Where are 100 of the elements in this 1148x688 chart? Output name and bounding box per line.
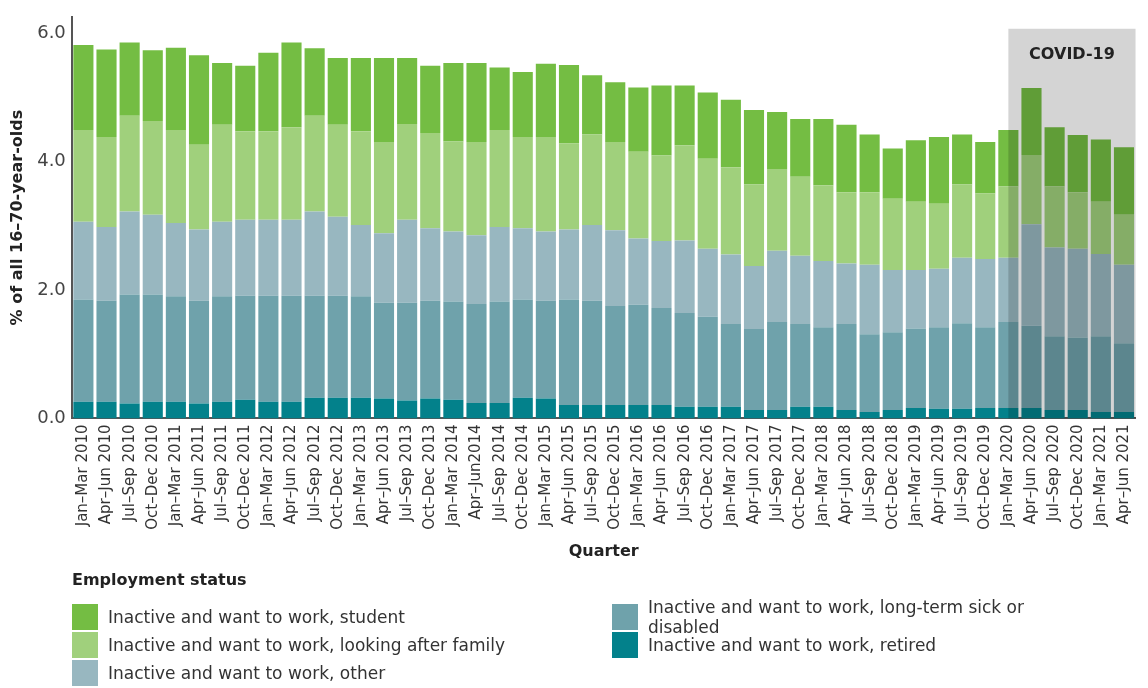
bar — [188, 144, 210, 230]
x-tick-label: Oct–Dec 2017 — [790, 424, 809, 530]
bar — [558, 299, 580, 405]
bar — [73, 401, 94, 419]
bar — [905, 408, 926, 419]
bar — [420, 228, 441, 301]
bar — [743, 184, 765, 267]
bar — [975, 142, 996, 194]
bar — [651, 404, 672, 419]
bar — [466, 63, 487, 143]
legend-label: Inactive and want to work, retired — [648, 635, 937, 655]
bar — [443, 301, 464, 400]
bar — [235, 295, 256, 400]
bar — [790, 406, 811, 419]
bar — [373, 233, 395, 303]
bar — [697, 92, 718, 159]
bar — [813, 406, 834, 419]
bar — [558, 229, 580, 300]
bar — [605, 230, 626, 306]
bar — [882, 410, 903, 419]
bar — [859, 334, 880, 412]
x-tick-label: Jan–Mar 2014 — [443, 424, 462, 528]
bar — [998, 186, 1019, 258]
bar — [697, 248, 718, 317]
bar — [258, 131, 279, 220]
bar — [998, 408, 1019, 419]
legend-title: Employment status — [72, 570, 248, 589]
bar — [1067, 192, 1088, 249]
bar — [397, 302, 418, 401]
bar — [535, 231, 556, 301]
bar — [558, 143, 580, 230]
x-tick-label: Jan–Mar 2015 — [535, 424, 554, 528]
x-tick-label: Oct–Dec 2012 — [327, 424, 346, 530]
bar — [767, 250, 788, 323]
x-tick-label: Jan–Mar 2017 — [720, 424, 739, 528]
x-tick-label: Jul–Sep 2019 — [952, 424, 970, 523]
bar — [743, 410, 765, 419]
bar — [119, 294, 140, 404]
bar — [651, 85, 672, 156]
bar — [558, 64, 580, 144]
x-tick-label: Jul–Sep 2010 — [119, 424, 138, 523]
bar — [235, 219, 256, 296]
bar — [651, 155, 672, 242]
bar — [397, 219, 418, 303]
x-tick-label: Jul–Sep 2013 — [397, 424, 416, 523]
bar — [1044, 247, 1065, 337]
x-tick-label: Apr–Jun 2016 — [651, 424, 670, 525]
bar — [373, 302, 395, 399]
bar — [235, 399, 256, 419]
bar — [975, 408, 996, 419]
bar — [1113, 264, 1135, 344]
bar — [1067, 135, 1088, 193]
bar — [674, 406, 695, 419]
bar — [350, 224, 371, 297]
bar — [489, 226, 510, 302]
bar — [142, 120, 163, 215]
bar — [96, 49, 117, 137]
bar — [859, 264, 880, 335]
bar — [327, 57, 348, 125]
bar — [188, 403, 210, 419]
x-tick-label: Apr–Jun 2017 — [743, 424, 762, 525]
bar — [836, 124, 857, 193]
bar — [1044, 410, 1065, 419]
bar — [628, 151, 649, 239]
bar — [397, 400, 418, 419]
bar — [304, 48, 325, 116]
x-tick-label: Oct–Dec 2019 — [975, 424, 994, 530]
x-tick-label: Oct–Dec 2014 — [512, 424, 531, 530]
bar — [628, 304, 649, 405]
x-axis-title: Quarter — [568, 540, 639, 560]
x-tick-label: Apr–Jun 2012 — [281, 424, 300, 525]
bar — [535, 136, 556, 232]
bar — [258, 295, 279, 402]
bar — [1067, 410, 1088, 419]
x-tick-label: Jul–Sep 2017 — [767, 424, 786, 523]
bar — [605, 82, 626, 143]
bar — [235, 65, 256, 132]
bar — [489, 301, 510, 403]
bar — [905, 201, 926, 270]
x-tick-label: Jan–Mar 2010 — [73, 424, 92, 528]
bar — [350, 131, 371, 225]
bar — [674, 85, 695, 146]
bar — [1113, 214, 1135, 265]
bar — [882, 332, 903, 411]
bar — [767, 111, 788, 170]
bar — [697, 406, 718, 419]
bar — [188, 300, 210, 404]
bar — [813, 260, 834, 328]
x-tick-label: Apr–Jun 2020 — [1021, 424, 1040, 525]
bar — [998, 257, 1019, 323]
bar — [73, 129, 94, 222]
x-tick-label: Oct–Dec 2010 — [142, 424, 161, 530]
bar — [119, 42, 140, 116]
bar — [720, 323, 741, 407]
bar — [304, 211, 325, 296]
bar — [142, 401, 163, 419]
bar — [212, 221, 233, 297]
bar — [859, 192, 880, 265]
bar — [304, 295, 325, 398]
bar — [813, 118, 834, 186]
